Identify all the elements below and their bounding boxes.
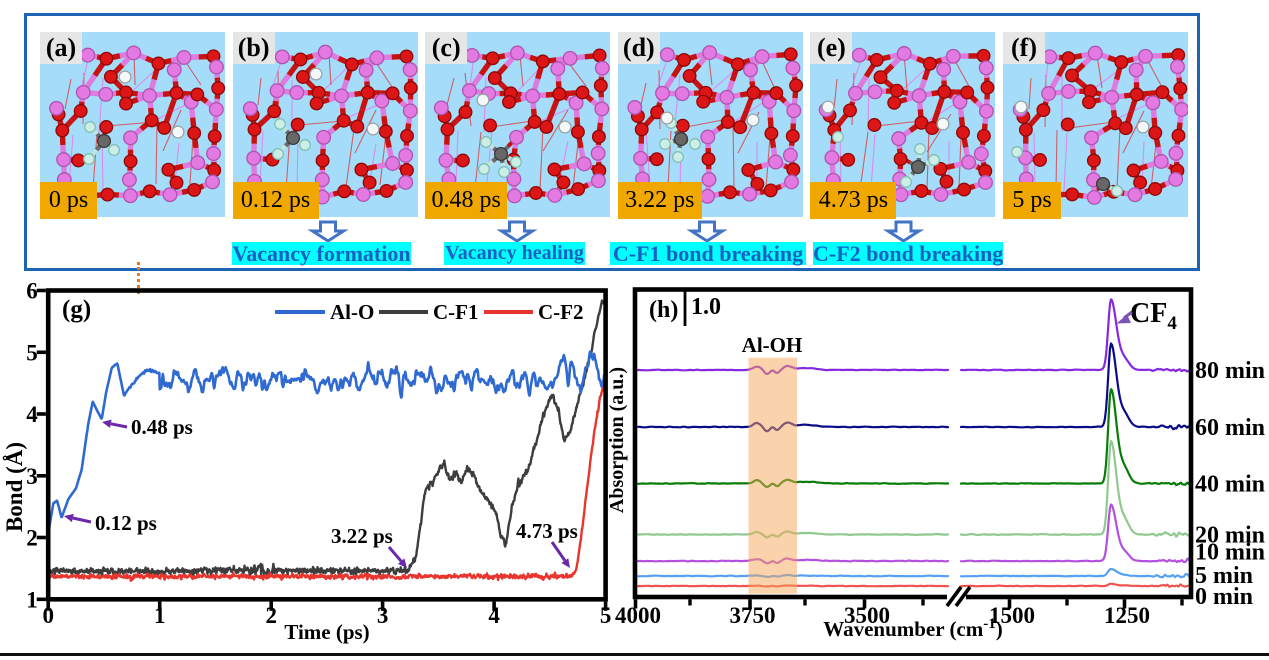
svg-text:CF4: CF4 <box>1130 298 1177 334</box>
svg-text:Bond (Å): Bond (Å) <box>2 442 27 532</box>
svg-text:1.0: 1.0 <box>691 294 721 320</box>
svg-text:4000: 4000 <box>615 603 661 628</box>
svg-text:Wavenumber (cm-1): Wavenumber (cm-1) <box>823 616 1003 641</box>
svg-text:0.48 ps: 0.48 ps <box>131 415 193 439</box>
svg-text:4: 4 <box>488 603 500 628</box>
svg-text:2: 2 <box>265 603 277 628</box>
svg-text:1: 1 <box>26 587 38 612</box>
svg-text:C-F1: C-F1 <box>433 300 479 324</box>
svg-text:Al-OH: Al-OH <box>742 333 803 357</box>
svg-text:(g): (g) <box>62 296 91 323</box>
svg-text:60 min: 60 min <box>1195 415 1265 441</box>
svg-text:3750: 3750 <box>730 603 776 628</box>
svg-text:80 min: 80 min <box>1195 358 1265 384</box>
svg-text:Time (ps): Time (ps) <box>284 620 369 644</box>
svg-text:6: 6 <box>26 279 38 304</box>
svg-text:(h): (h) <box>649 297 678 323</box>
svg-text:Absorption (a.u.): Absorption (a.u.) <box>606 367 628 513</box>
svg-text:40 min: 40 min <box>1195 472 1265 498</box>
svg-text:10 min: 10 min <box>1195 540 1265 566</box>
svg-text:5: 5 <box>600 603 612 628</box>
svg-text:5: 5 <box>26 340 38 365</box>
svg-text:4.73 ps: 4.73 ps <box>516 519 578 543</box>
svg-text:3: 3 <box>377 603 389 628</box>
svg-text:20 min: 20 min <box>1195 523 1265 549</box>
svg-text:Al-O: Al-O <box>330 300 374 324</box>
svg-text:C-F2: C-F2 <box>538 300 584 324</box>
svg-text:2: 2 <box>26 526 38 551</box>
svg-text:3.22 ps: 3.22 ps <box>331 524 393 548</box>
svg-text:0 min: 0 min <box>1195 584 1253 610</box>
svg-text:5 min: 5 min <box>1195 563 1253 589</box>
svg-text:1500: 1500 <box>989 603 1035 628</box>
svg-text:4: 4 <box>26 402 38 427</box>
svg-text:3: 3 <box>26 464 38 489</box>
svg-text:1: 1 <box>154 603 166 628</box>
svg-text:3500: 3500 <box>844 603 890 628</box>
svg-text:0.12 ps: 0.12 ps <box>95 511 157 535</box>
svg-text:0: 0 <box>42 603 54 628</box>
svg-text:1250: 1250 <box>1104 603 1150 628</box>
